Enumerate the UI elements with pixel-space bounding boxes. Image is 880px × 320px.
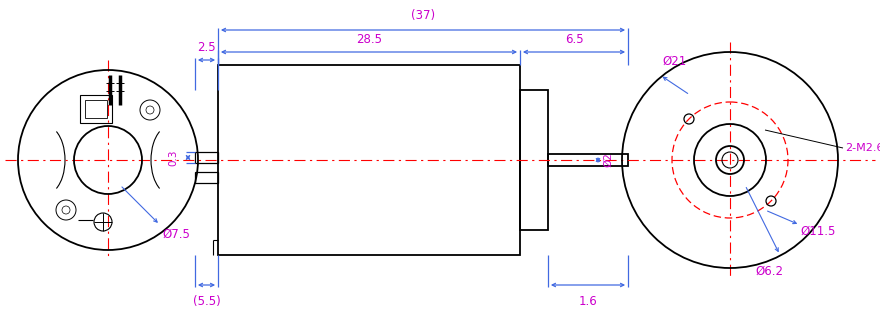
Bar (80, 95, 112, 123)
Text: Ø7.5: Ø7.5 (162, 228, 190, 241)
Text: (37): (37) (411, 9, 435, 22)
Text: Ø11.5: Ø11.5 (800, 225, 835, 238)
Text: Ø21: Ø21 (662, 55, 686, 68)
Text: 1.6: 1.6 (579, 295, 598, 308)
Text: (5.5): (5.5) (193, 295, 220, 308)
Bar (520, 90, 548, 230)
Bar (85, 100, 107, 118)
Text: 6.5: 6.5 (565, 33, 583, 46)
Bar (195, 172, 218, 183)
Bar (218, 65, 520, 255)
Bar (548, 154, 628, 166)
Bar (195, 152, 218, 163)
Text: 2.5: 2.5 (197, 41, 216, 54)
Text: 0.3: 0.3 (168, 149, 178, 166)
Text: 2-M2.6×P0.45×2dp.: 2-M2.6×P0.45×2dp. (845, 143, 880, 153)
Text: 28.5: 28.5 (356, 33, 382, 46)
Text: Ø2: Ø2 (603, 153, 613, 167)
Text: Ø6.2: Ø6.2 (755, 265, 783, 278)
